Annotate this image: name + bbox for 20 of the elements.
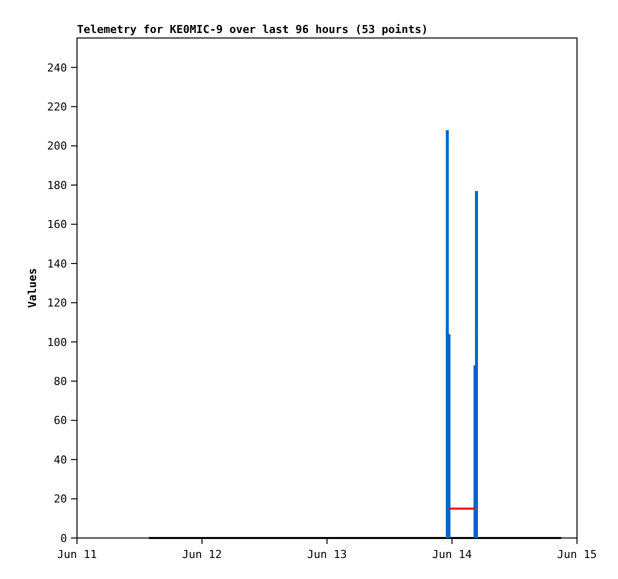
y-tick-label: 240	[47, 61, 67, 74]
x-tick-label: Jun 11	[57, 548, 97, 561]
x-tick-label: Jun 13	[307, 548, 347, 561]
y-tick-label: 160	[47, 218, 67, 232]
y-tick-label: 120	[47, 296, 67, 310]
y-tick-label: 60	[54, 414, 67, 428]
x-tick-label: Jun 15	[557, 548, 597, 561]
x-tick-label: Jun 14	[432, 548, 472, 561]
y-axis-title: Values	[26, 268, 39, 308]
y-tick-label: 0	[60, 532, 67, 545]
y-tick-label: 220	[47, 100, 67, 114]
y-tick-label: 40	[54, 453, 67, 466]
y-tick-label: 140	[47, 257, 67, 270]
y-tick-label: 200	[47, 140, 67, 153]
y-tick-label: 20	[54, 492, 67, 506]
y-tick-label: 100	[47, 336, 67, 349]
chart-title: Telemetry for KE0MIC-9 over last 96 hours (53 points)	[77, 23, 428, 36]
y-tick-label: 80	[54, 374, 67, 388]
x-tick-label: Jun 12	[182, 548, 222, 561]
y-tick-label: 180	[47, 178, 67, 192]
